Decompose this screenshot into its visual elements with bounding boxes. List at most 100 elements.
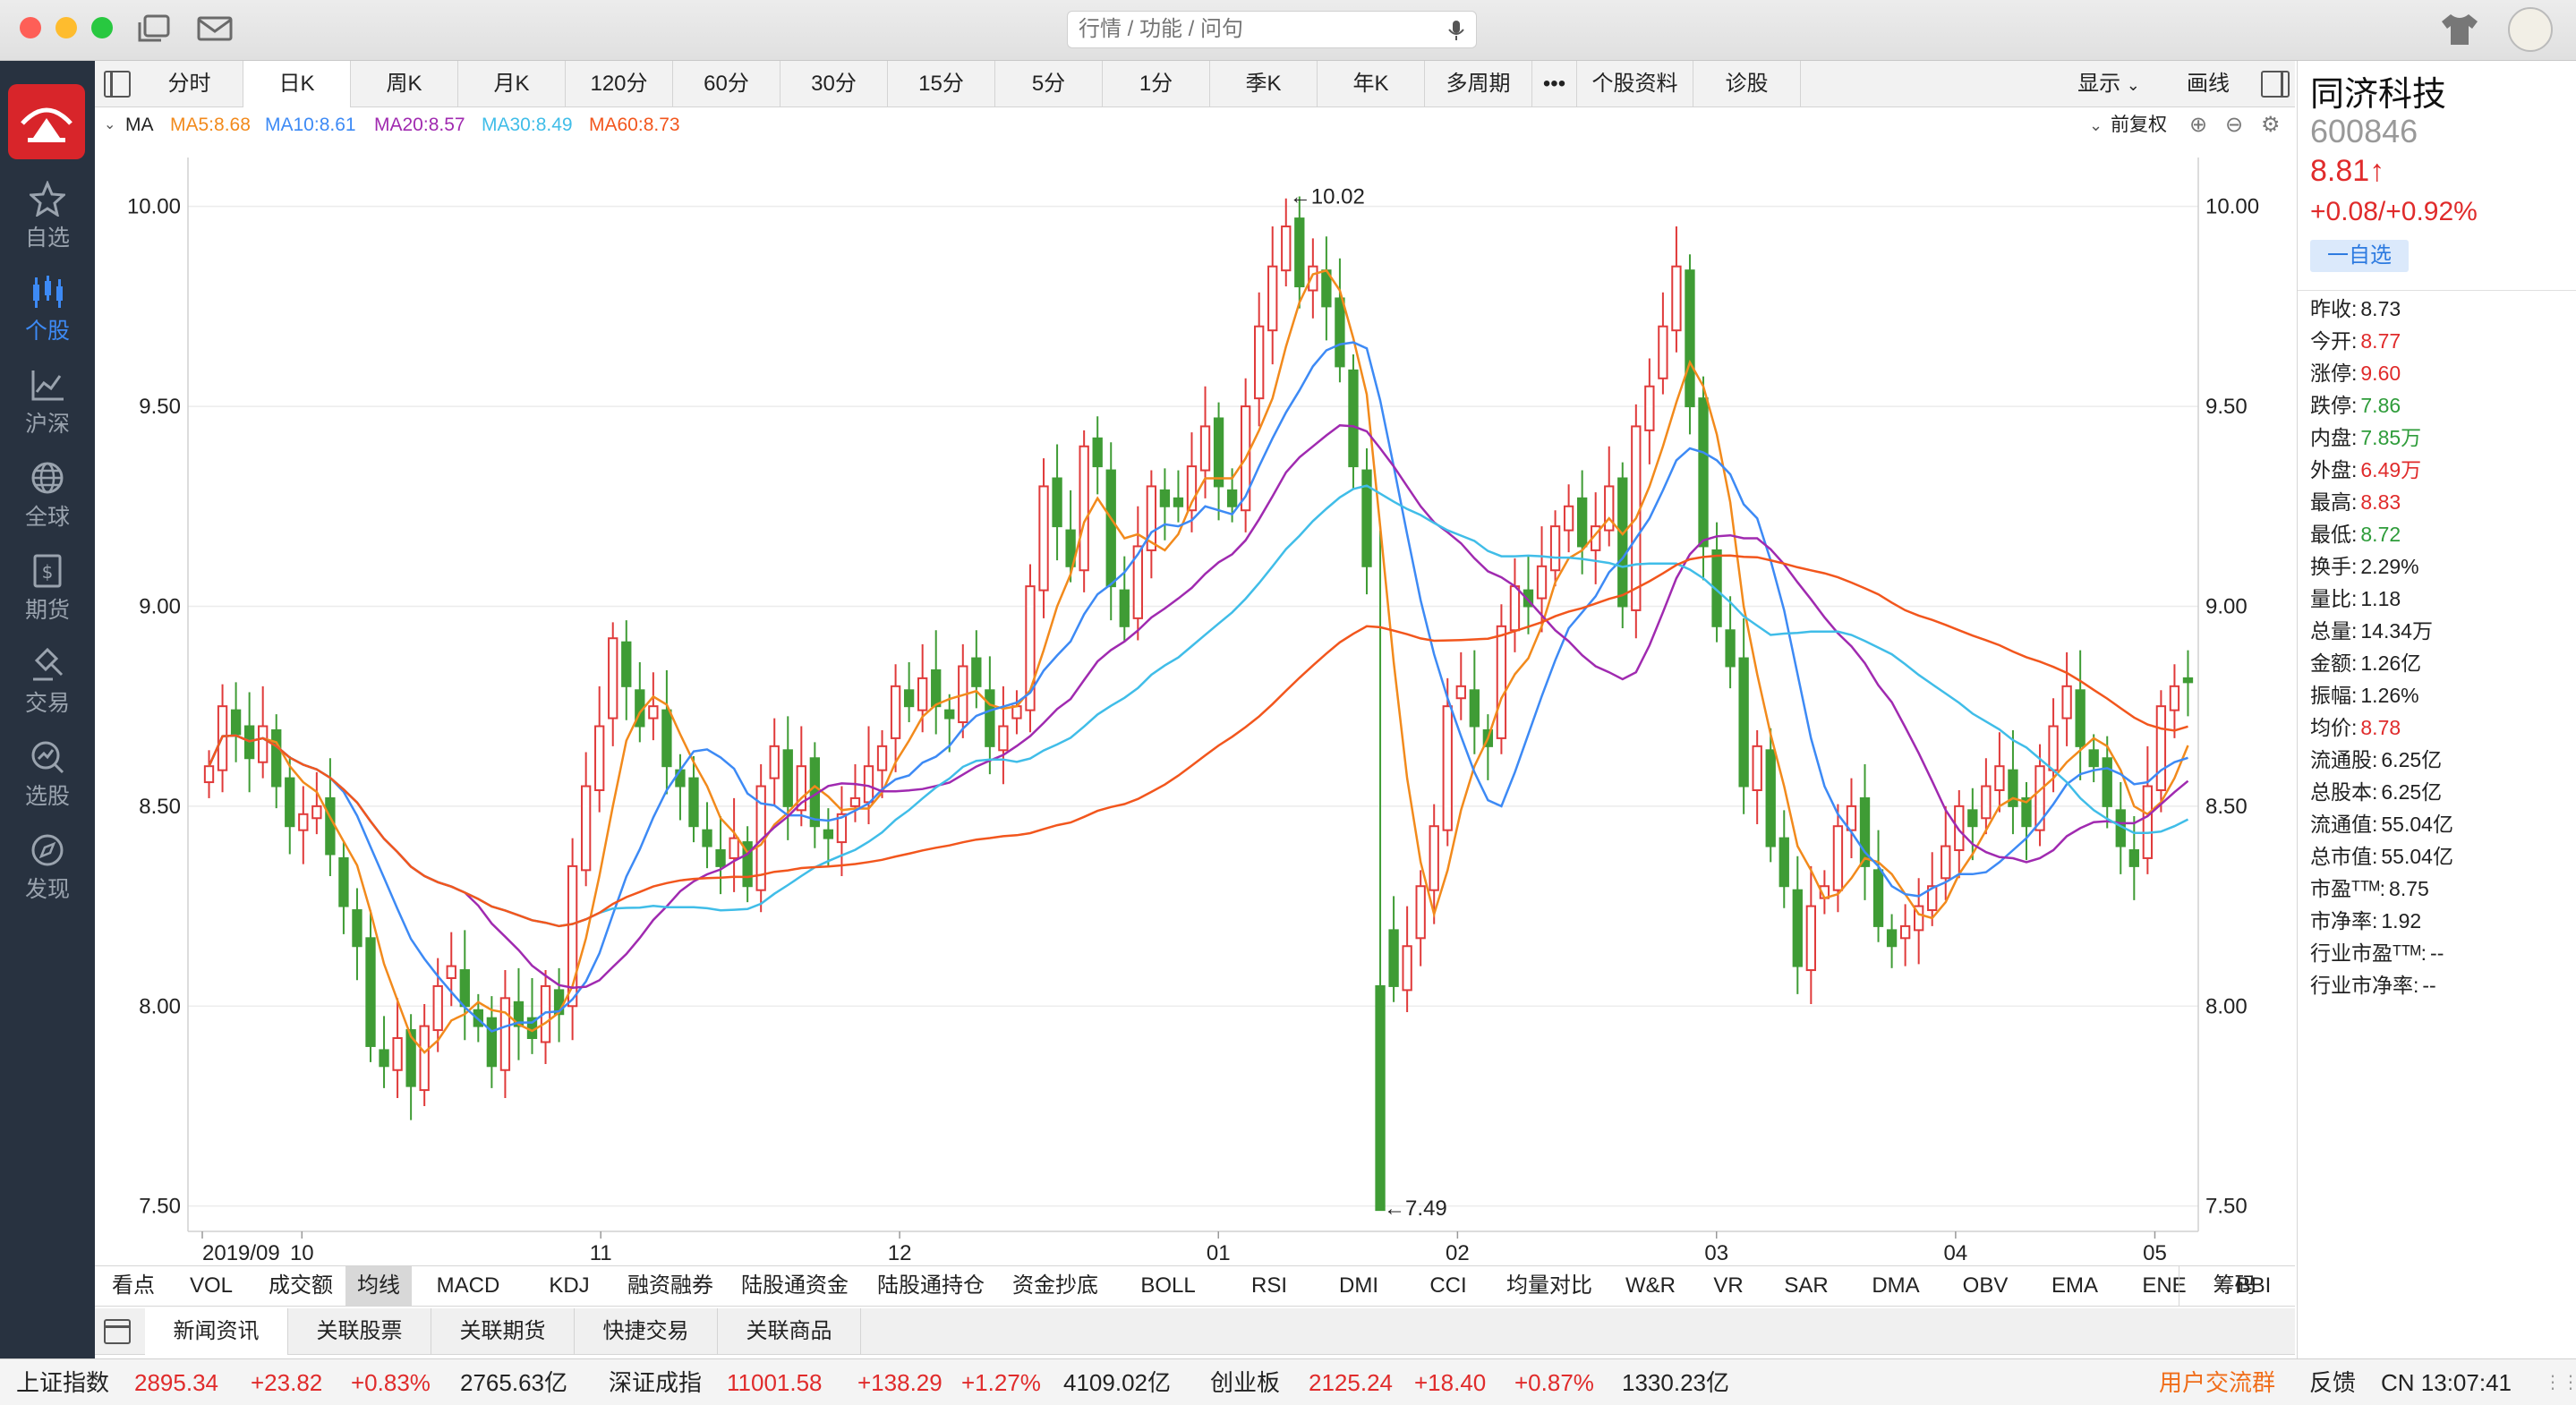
indicator-tab[interactable]: CCI <box>1429 1273 1467 1298</box>
indicator-tab[interactable]: BBI <box>2236 1273 2272 1298</box>
indicator-tab[interactable]: 资金抄底 <box>1012 1273 1098 1298</box>
skin-theme-icon[interactable] <box>2438 11 2481 48</box>
nav-futures[interactable]: $ 期货 <box>0 548 95 641</box>
nav-shanghai-shenzhen[interactable]: 沪深 <box>0 362 95 455</box>
indicator-tab[interactable]: DMA <box>1872 1273 1920 1298</box>
indicator-tab[interactable]: 融资融券 <box>627 1273 713 1298</box>
zoom-in-icon[interactable]: ⊕ <box>2189 113 2208 137</box>
sz-index-pct: +1.27% <box>961 1369 1041 1396</box>
nav-global[interactable]: 全球 <box>0 455 95 548</box>
news-tab[interactable]: 关联期货 <box>431 1308 575 1355</box>
indicator-tab[interactable]: W&R <box>1625 1273 1676 1298</box>
indicator-tab[interactable]: OBV <box>1962 1273 2009 1298</box>
left-panel-toggle-icon[interactable] <box>104 71 131 98</box>
quote-info-label: 均价: <box>2310 716 2358 739</box>
quote-info-label: 流通值: <box>2310 813 2378 836</box>
window-maximize-button[interactable] <box>91 17 113 38</box>
candle-down <box>1388 929 1399 987</box>
tab-period[interactable]: 1分 <box>1103 61 1210 107</box>
tab-period[interactable]: 诊股 <box>1693 61 1801 107</box>
tab-period[interactable]: 年K <box>1318 61 1425 107</box>
indicator-tab[interactable]: VOL <box>189 1273 234 1298</box>
indicator-tab[interactable]: SAR <box>1784 1273 1829 1298</box>
indicator-tab[interactable]: 陆股通持仓 <box>877 1273 985 1298</box>
search-box[interactable] <box>1067 11 1477 48</box>
candle-down <box>1859 796 1871 867</box>
indicator-tab[interactable]: 看点 <box>112 1273 155 1298</box>
candle-up <box>1536 565 1548 600</box>
nav-watchlist[interactable]: 自选 <box>0 175 95 268</box>
tab-period[interactable]: 120分 <box>566 61 673 107</box>
tab-period[interactable]: 多周期 <box>1425 61 1532 107</box>
microphone-icon[interactable] <box>1446 19 1467 42</box>
indicator-tab[interactable]: DMI <box>1339 1273 1378 1298</box>
candle-down <box>2075 689 2086 747</box>
news-tab[interactable]: 关联商品 <box>718 1308 861 1355</box>
display-dropdown[interactable]: 显示 ⌄ <box>2077 72 2140 96</box>
tab-period[interactable]: ••• <box>1532 61 1577 107</box>
indicator-tab[interactable]: RSI <box>1250 1273 1287 1298</box>
indicator-tab[interactable]: KDJ <box>549 1273 590 1298</box>
indicator-tab[interactable]: 均量对比 <box>1506 1273 1592 1298</box>
resize-grip-icon[interactable]: ⋮⋮ <box>2544 1373 2576 1392</box>
multi-window-icon[interactable] <box>136 13 175 45</box>
indicator-tab[interactable]: EMA <box>2051 1273 2098 1298</box>
draw-line-button[interactable]: 画线 <box>2187 72 2230 96</box>
candle-up <box>1994 765 2005 791</box>
window-close-button[interactable] <box>20 17 41 38</box>
tab-period[interactable]: 分时 <box>136 61 243 107</box>
nav-stock-picker[interactable]: 选股 <box>0 734 95 827</box>
feedback-button[interactable]: 反馈 <box>2309 1369 2357 1396</box>
search-input[interactable] <box>1079 15 1437 44</box>
candle-up <box>863 765 874 804</box>
zoom-out-icon[interactable]: ⊖ <box>2225 113 2244 137</box>
tab-period[interactable]: 30分 <box>780 61 888 107</box>
tab-period[interactable]: 15分 <box>888 61 995 107</box>
indicator-tab[interactable]: MACD <box>436 1273 500 1298</box>
tab-period[interactable]: 日K <box>243 61 351 107</box>
quote-info-value: 2.29% <box>2360 555 2419 578</box>
tab-period[interactable]: 季K <box>1210 61 1318 107</box>
quote-info-label: 最高: <box>2310 490 2358 514</box>
right-panel-toggle-icon[interactable] <box>2261 71 2290 98</box>
news-tab[interactable]: 关联股票 <box>288 1308 431 1355</box>
y-axis-label-right: 9.50 <box>2205 395 2248 419</box>
tab-period[interactable]: 5分 <box>995 61 1103 107</box>
mail-icon[interactable] <box>195 13 235 45</box>
tab-period[interactable]: 个股资料 <box>1577 61 1693 107</box>
bottom-panel-toggle-icon[interactable] <box>104 1319 131 1344</box>
quote-info-row: 今开: 8.77 <box>2310 328 2401 354</box>
community-link[interactable]: 用户交流群 <box>2159 1369 2276 1396</box>
tab-period[interactable]: 60分 <box>673 61 780 107</box>
tab-period[interactable]: 月K <box>458 61 566 107</box>
nav-stock[interactable]: 个股 <box>0 268 95 362</box>
user-avatar[interactable] <box>2508 7 2553 52</box>
window-minimize-button[interactable] <box>55 17 77 38</box>
quote-info-row: 昨收: 8.73 <box>2310 295 2401 322</box>
candle-down <box>1778 837 1789 888</box>
add-watchlist-button[interactable]: 一自选 <box>2310 240 2409 272</box>
kline-chart[interactable]: 10.00 10.00 9.50 9.50 9.00 9.00 8.50 8.50 8.00 8.… <box>95 143 2295 1262</box>
sh-index-name[interactable]: 上证指数 <box>16 1369 110 1396</box>
settings-gear-icon[interactable]: ⚙ <box>2261 113 2281 137</box>
indicator-tab[interactable]: 成交额 <box>269 1273 333 1298</box>
nav-trade[interactable]: 交易 <box>0 641 95 734</box>
quote-info-label: 行业市净率: <box>2310 974 2419 997</box>
candle-down <box>1523 589 1534 608</box>
chip-distribution-button[interactable]: 筹码 <box>2179 1266 2290 1306</box>
ma-label[interactable]: MA <box>125 115 154 135</box>
price-adjust-dropdown[interactable]: 前复权 <box>2111 115 2167 135</box>
sz-index-name[interactable]: 深证成指 <box>609 1369 703 1396</box>
cy-index-name[interactable]: 创业板 <box>1210 1369 1281 1396</box>
app-logo[interactable] <box>8 84 85 159</box>
news-tab[interactable]: 快捷交易 <box>575 1308 718 1355</box>
candle-up <box>2048 725 2059 771</box>
indicator-tab[interactable]: BOLL <box>1140 1273 1196 1298</box>
news-tab[interactable]: 新闻资讯 <box>145 1308 288 1355</box>
nav-discover[interactable]: 发现 <box>0 827 95 920</box>
collapse-chevron-icon[interactable]: ⌄ <box>104 117 116 132</box>
indicator-tab[interactable]: VR <box>1713 1273 1744 1298</box>
tab-period[interactable]: 周K <box>351 61 458 107</box>
indicator-tab[interactable]: 陆股通资金 <box>741 1273 849 1298</box>
indicator-tab[interactable]: 均线 <box>345 1266 412 1306</box>
